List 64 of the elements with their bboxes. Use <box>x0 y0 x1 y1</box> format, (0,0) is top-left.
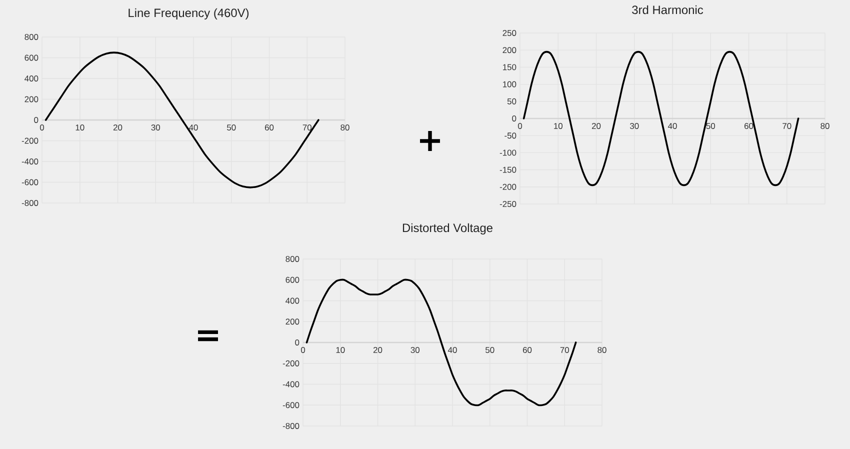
x-tick-label: 60 <box>522 347 532 353</box>
y-tick-label: -200 <box>500 184 516 190</box>
y-tick-label: -250 <box>500 200 516 207</box>
x-tick-label: 50 <box>706 123 716 129</box>
x-tick-label: 20 <box>373 347 382 353</box>
y-tick-label: 400 <box>24 75 38 82</box>
y-tick-label: 150 <box>503 64 516 70</box>
line-series <box>306 278 577 406</box>
y-tick-label: -600 <box>22 179 38 186</box>
y-tick-label: 0 <box>295 339 300 346</box>
y-tick-label: 200 <box>24 96 38 102</box>
y-tick-label: -200 <box>282 360 300 366</box>
x-tick-label: 70 <box>782 123 792 129</box>
x-tick-label: 0 <box>40 124 44 130</box>
y-tick-label: 100 <box>503 81 516 88</box>
line-series <box>44 52 320 188</box>
chart-title: Distorted Voltage <box>402 223 492 234</box>
y-tick-label: -200 <box>22 138 38 144</box>
y-tick-label: 200 <box>502 47 516 54</box>
y-tick-label: 0 <box>512 115 516 122</box>
x-tick-label: 20 <box>113 124 122 130</box>
y-tick-label: 200 <box>286 318 300 325</box>
line-series <box>522 50 800 186</box>
x-tick-label: 40 <box>188 124 198 130</box>
x-tick-label: 40 <box>668 123 677 129</box>
x-tick-label: 10 <box>76 124 84 130</box>
x-tick-label: 80 <box>340 124 350 130</box>
y-tick-label: 800 <box>24 34 38 40</box>
y-tick-label: -800 <box>282 422 300 429</box>
x-tick-label: 30 <box>410 347 420 353</box>
x-tick-label: 60 <box>264 124 274 130</box>
y-tick-label: 50 <box>507 98 516 104</box>
x-tick-label: 10 <box>554 123 563 129</box>
x-tick-label: 40 <box>448 347 457 353</box>
x-tick-label: 30 <box>151 124 160 130</box>
y-tick-label: -150 <box>500 166 516 173</box>
x-tick-label: 70 <box>302 124 312 130</box>
y-tick-label: 400 <box>286 298 300 304</box>
x-tick-label: 50 <box>227 124 236 130</box>
x-tick-label: 0 <box>518 123 522 129</box>
x-tick-label: 80 <box>820 123 830 129</box>
y-tick-label: 600 <box>286 276 300 283</box>
chart-title: Line Frequency (460V) <box>128 8 249 20</box>
y-tick-label: -50 <box>504 132 516 139</box>
text: + <box>420 131 440 151</box>
x-tick-label: 70 <box>560 347 569 353</box>
x-tick-label: 30 <box>630 123 639 129</box>
x-tick-label: 20 <box>592 123 601 129</box>
x-tick-label: 60 <box>744 123 754 129</box>
y-tick-label: 250 <box>502 30 516 36</box>
y-tick-label: 0 <box>34 116 38 123</box>
y-tick-label: -600 <box>282 402 300 408</box>
y-tick-label: -800 <box>22 200 38 206</box>
y-tick-label: 800 <box>286 256 300 262</box>
y-tick-label: -100 <box>500 150 516 156</box>
x-tick-label: 80 <box>598 347 606 353</box>
x-tick-label: 0 <box>300 347 306 353</box>
chart-title: 3rd Harmonic <box>632 5 704 14</box>
x-tick-label: 10 <box>336 347 345 353</box>
text: = <box>198 330 218 342</box>
x-tick-label: 50 <box>486 347 494 353</box>
y-tick-label: -400 <box>282 381 300 388</box>
y-tick-label: -400 <box>22 158 38 164</box>
y-tick-label: 600 <box>24 54 38 61</box>
